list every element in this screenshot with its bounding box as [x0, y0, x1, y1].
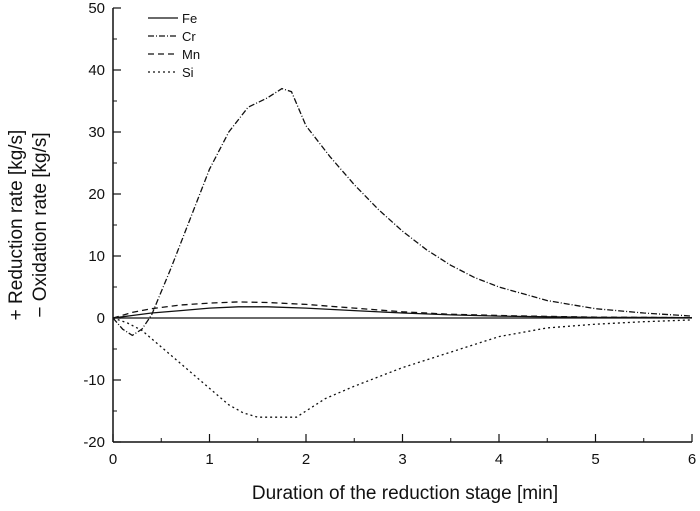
axes: 0 1 2 3 4 5 6 -20 -10 0 10 20 30 40 50 — [83, 0, 696, 468]
y-tick-label: 0 — [97, 310, 105, 327]
x-tick-label: 3 — [398, 451, 406, 468]
x-tick-label: 6 — [688, 451, 696, 468]
x-tick-label: 4 — [495, 451, 503, 468]
y-axis-label-line2: − Oxidation rate [kg/s] — [30, 132, 51, 317]
x-tick-label: 0 — [109, 451, 117, 468]
y-tick-label: 40 — [88, 62, 105, 79]
series-line-si — [112, 317, 693, 418]
x-tick-label: 1 — [205, 451, 213, 468]
legend-label-si: Si — [182, 65, 194, 80]
legend-label-cr: Cr — [182, 29, 196, 44]
x-axis-label: Duration of the reduction stage [min] — [252, 483, 558, 504]
plot-area — [112, 87, 693, 418]
legend-label-fe: Fe — [182, 11, 197, 26]
x-tick-label: 5 — [591, 451, 599, 468]
y-axis-label-line1: + Reduction rate [kg/s] — [6, 130, 27, 321]
legend-label-mn: Mn — [182, 47, 200, 62]
y-tick-label: 50 — [88, 0, 105, 17]
y-tick-label: -20 — [83, 434, 105, 451]
y-tick-label: 20 — [88, 186, 105, 203]
series-line-mn — [112, 301, 693, 319]
x-tick-label: 2 — [302, 451, 310, 468]
legend: Fe Cr Mn Si — [148, 11, 200, 80]
series-line-cr — [112, 87, 693, 337]
y-tick-label: -10 — [83, 372, 105, 389]
y-tick-label: 10 — [88, 248, 105, 265]
y-tick-label: 30 — [88, 124, 105, 141]
